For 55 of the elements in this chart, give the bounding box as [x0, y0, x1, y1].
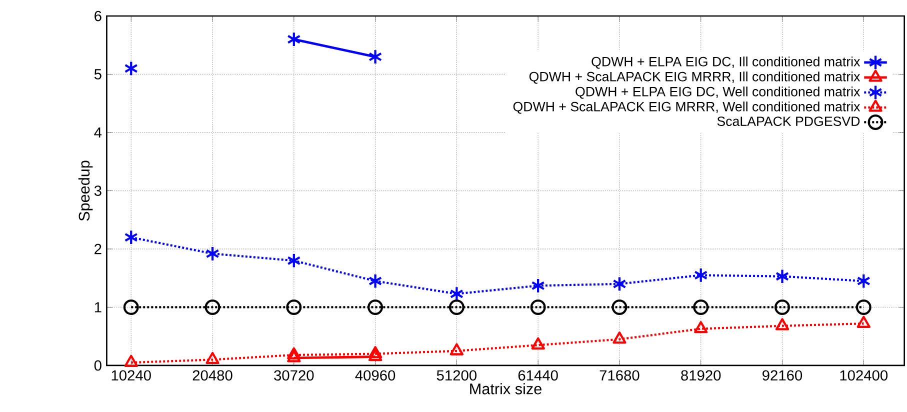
point	[368, 299, 384, 315]
point	[123, 299, 139, 315]
x-tick-label: 40960	[355, 370, 396, 380]
y-tick-label: 2	[94, 244, 102, 254]
point	[287, 31, 301, 47]
y-tick-label: 3	[94, 185, 102, 196]
x-tick-label: 30720	[274, 370, 314, 380]
point	[856, 316, 870, 328]
y-tick-label: 4	[94, 127, 102, 138]
point	[450, 343, 464, 356]
x-tick-label: 20480	[192, 370, 232, 380]
y-tick-label: 1	[94, 302, 102, 312]
y-tick-label: 0	[94, 360, 102, 371]
point	[856, 273, 870, 289]
point	[287, 252, 301, 268]
x-tick-label: 92160	[762, 370, 802, 380]
x-tick-label: 10240	[112, 370, 151, 380]
x-tick-label: 61440	[518, 370, 558, 380]
point	[450, 286, 464, 302]
point	[774, 299, 790, 315]
legend-label: QDWH + ScaLAPACK EIG MRRR, Ill conditioned matrix	[529, 71, 860, 84]
legend-label: ScaLAPACK PDGESVD	[717, 116, 860, 126]
point	[206, 352, 220, 364]
point	[694, 320, 708, 334]
point	[531, 278, 545, 294]
x-tick-label: 81920	[681, 370, 721, 380]
point	[530, 299, 546, 315]
point	[531, 337, 545, 350]
point	[124, 354, 138, 367]
legend-label: QDWH + ScaLAPACK EIG MRRR, Well conditioned matrix	[513, 101, 860, 114]
point	[775, 268, 790, 284]
point	[286, 299, 302, 315]
point	[124, 60, 138, 76]
point	[206, 246, 220, 262]
point	[612, 276, 626, 292]
point	[368, 48, 382, 64]
point	[124, 230, 138, 245]
point	[448, 299, 464, 315]
y-axis-title: Speedup	[78, 160, 93, 221]
point	[775, 318, 790, 330]
x-tick-label: 71680	[600, 370, 640, 380]
y-tick-label: 6	[94, 10, 102, 22]
legend-label: QDWH + ELPA EIG DC, Well conditioned matrix	[576, 86, 860, 99]
x-tick-label: 51200	[436, 370, 476, 380]
legend-label: QDWH + ELPA EIG DC, Ill conditioned matrix	[592, 56, 860, 69]
point	[612, 299, 628, 315]
x-tick-label: 102400	[840, 370, 888, 380]
x-axis-title: Matrix size	[470, 382, 542, 394]
point	[856, 299, 872, 315]
point	[612, 331, 626, 344]
point	[694, 267, 708, 283]
point	[368, 273, 382, 289]
point	[204, 299, 220, 315]
y-tick-label: 5	[94, 69, 102, 80]
point	[693, 299, 709, 315]
